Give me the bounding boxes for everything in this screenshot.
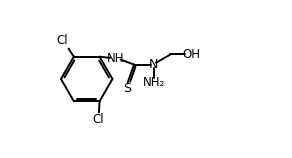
Text: NH₂: NH₂ [142, 76, 165, 89]
Text: N: N [149, 58, 158, 71]
Text: Cl: Cl [93, 113, 104, 126]
Text: S: S [123, 82, 131, 94]
Text: NH: NH [107, 52, 124, 65]
Text: OH: OH [183, 48, 201, 61]
Text: Cl: Cl [56, 34, 68, 47]
